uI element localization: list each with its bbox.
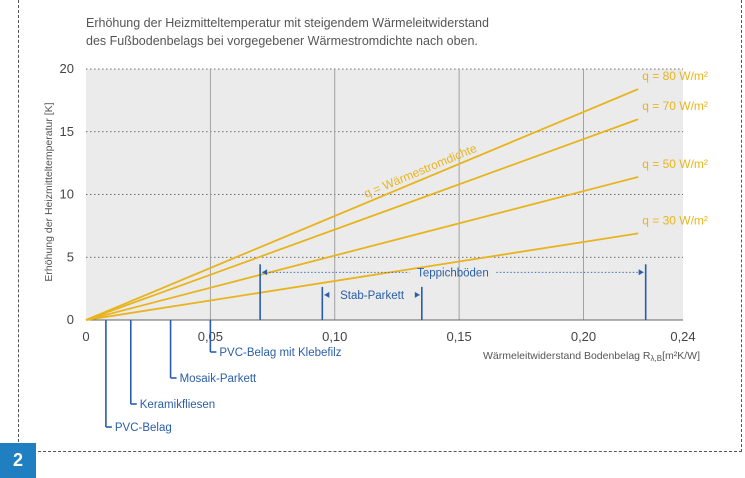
x-tick-label: 0,15 [446, 329, 471, 344]
figure-frame [18, 0, 742, 452]
y-axis-label: Erhöhung der Heizmitteltemperatur [K] [43, 102, 55, 281]
series-label: q = 50 W/m² [642, 157, 708, 171]
material-label: Mosaik-Parkett [180, 373, 257, 385]
series-line [85, 88, 639, 321]
y-tick-label: 15 [60, 124, 74, 139]
material-label: Keramikfliesen [140, 399, 215, 411]
y-tick-label: 5 [67, 249, 74, 264]
material-label: PVC-Belag mit Klebefilz [219, 347, 341, 359]
range-label: Stab-Parkett [340, 290, 405, 302]
series-line [85, 232, 639, 321]
x-tick-label: 0,10 [322, 329, 347, 344]
range-arrow-left [262, 269, 268, 276]
x-axis-label: Wärmeleitwiderstand Bodenbelag Rλ,B[m²K/… [483, 350, 700, 363]
y-tick-label: 10 [60, 187, 74, 202]
y-tick-label: 20 [60, 61, 74, 76]
series-label: q = 80 W/m² [642, 69, 708, 83]
grid [86, 68, 683, 320]
series-line [85, 176, 639, 321]
chart-title-line-1: Erhöhung der Heizmitteltemperatur mit st… [86, 16, 489, 30]
series-line [85, 118, 639, 321]
figure-number-badge: 2 [0, 443, 36, 478]
series-lines: q = 80 W/m² q = 70 W/m² q = 50 W/m² q = 30 … [85, 69, 708, 321]
chart-title: Erhöhung der Heizmitteltemperatur mit st… [86, 14, 646, 50]
material-markers: PVC-Belag Keramikfliesen Mosaik-Parkett PVC… [105, 320, 342, 434]
range-arrow-left [324, 291, 330, 298]
range-arrow-right [414, 291, 420, 298]
x-tick-label: 0 [82, 329, 89, 344]
y-tick-label: 0 [67, 312, 74, 327]
series-label: q = 70 W/m² [642, 99, 708, 113]
series-label: q = 30 W/m² [642, 213, 708, 227]
x-tick-label: 0,20 [571, 329, 596, 344]
range-label: Teppichböden [417, 267, 489, 279]
material-label: PVC-Belag [115, 422, 172, 434]
x-tick-label: 0,24 [670, 329, 695, 344]
range-arrow-right [638, 269, 644, 276]
chart-title-line-2: des Fußbodenbelags bei vorgegebener Wärm… [86, 34, 478, 48]
